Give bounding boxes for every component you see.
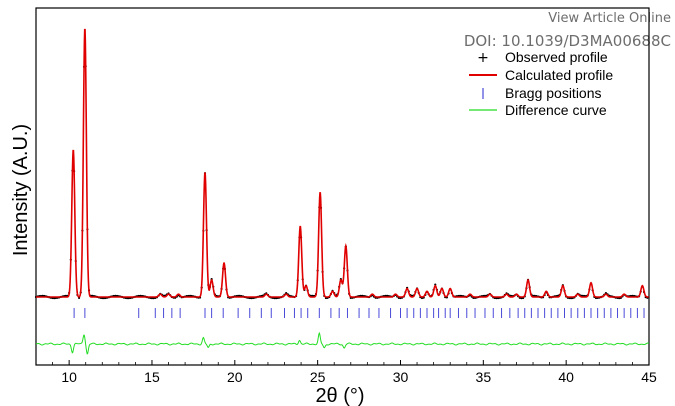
x-tick-label: 35 — [476, 369, 492, 385]
x-axis-label: 2θ (°) — [315, 385, 364, 406]
calculated-profile-line — [36, 28, 649, 298]
x-tick-label: 10 — [61, 369, 77, 385]
legend-label-calculated: Calculated profile — [505, 67, 613, 83]
plot-frame — [35, 7, 650, 366]
x-tick-label: 20 — [227, 369, 243, 385]
x-tick-label: 30 — [393, 369, 409, 385]
page-header: View Article Online DOI: 10.1039/D3MA006… — [464, 8, 671, 52]
y-axis-label: Intensity (A.U.) — [10, 124, 32, 256]
legend-label-difference: Difference curve — [505, 102, 607, 118]
x-tick-label: 40 — [558, 369, 574, 385]
view-article-online-link[interactable]: View Article Online — [548, 11, 671, 26]
legend-marker-observed: + — [477, 50, 489, 66]
doi-text: DOI: 10.1039/D3MA00688C — [463, 32, 671, 50]
x-axis-ticks: 10 15 20 25 30 35 40 45 — [35, 360, 657, 385]
x-tick-label: 15 — [144, 369, 160, 385]
legend: + Observed profile Calculated profile Br… — [469, 49, 613, 118]
bragg-positions-layer — [73, 308, 645, 318]
legend-label-observed: Observed profile — [505, 49, 608, 65]
x-tick-label: 25 — [310, 369, 326, 385]
legend-label-bragg: Bragg positions — [505, 85, 602, 101]
difference-curve-line — [35, 331, 649, 355]
x-tick-label: 45 — [641, 369, 657, 385]
